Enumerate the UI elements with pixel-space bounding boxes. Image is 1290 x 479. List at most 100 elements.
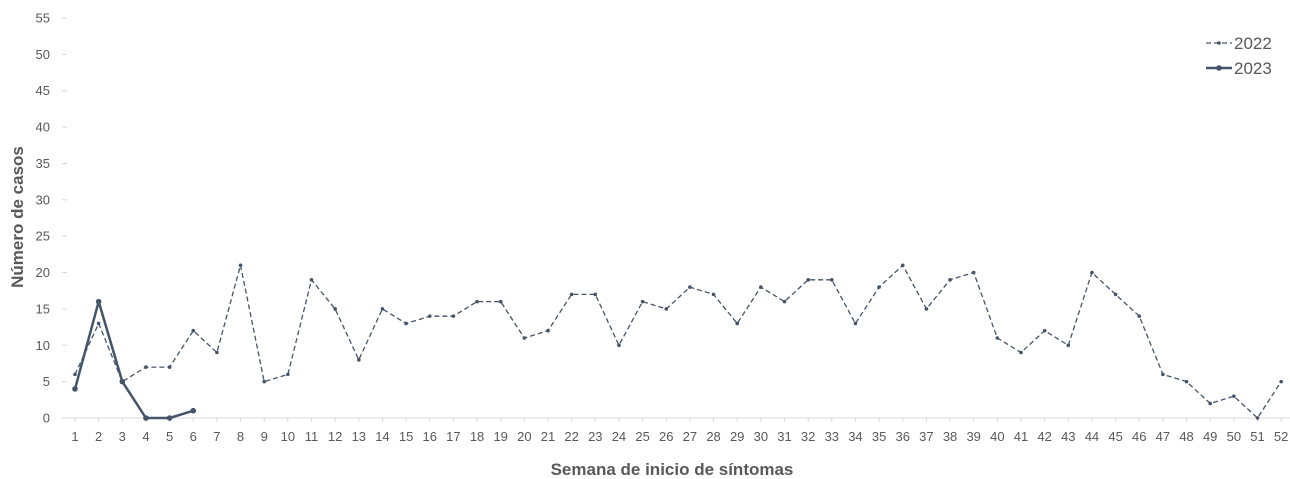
x-tick-label: 31 (777, 429, 791, 444)
x-tick-label: 48 (1179, 429, 1193, 444)
x-tick-label: 1 (71, 429, 78, 444)
y-tick-label: 50 (36, 47, 50, 62)
data-point-2022 (782, 299, 787, 304)
legend-item-2022: 2022 (1206, 34, 1272, 53)
x-tick-label: 38 (943, 429, 957, 444)
legend-marker (1217, 41, 1221, 45)
data-point-2022 (640, 299, 645, 304)
x-tick-label: 2 (95, 429, 102, 444)
y-axis-title: Número de casos (8, 146, 27, 288)
data-point-2022 (262, 379, 267, 384)
data-point-2023 (119, 378, 126, 385)
x-tick-label: 49 (1203, 429, 1217, 444)
data-point-2022 (617, 343, 621, 348)
x-tick-label: 41 (1014, 429, 1028, 444)
data-point-2022 (853, 321, 858, 326)
data-point-2023 (190, 407, 197, 414)
data-point-2022 (664, 307, 669, 311)
data-point-2022 (215, 350, 219, 355)
data-point-2022 (475, 299, 479, 304)
x-tick-label: 45 (1108, 429, 1122, 444)
data-point-2023 (143, 415, 149, 421)
x-tick-label: 42 (1037, 429, 1051, 444)
y-tick-label: 25 (36, 229, 50, 244)
data-point-2022 (830, 278, 834, 282)
data-point-2022 (1066, 343, 1071, 348)
x-tick-label: 14 (375, 429, 389, 444)
data-point-2022 (357, 358, 361, 362)
x-tick-label: 43 (1061, 429, 1075, 444)
y-tick-label: 30 (36, 192, 50, 207)
data-point-2022 (191, 328, 196, 333)
x-tick-label: 5 (166, 429, 173, 444)
y-axis-ticks: 0 5 10 15 20 25 30 35 40 45 50 55 (36, 11, 67, 426)
x-tick-label: 40 (990, 429, 1004, 444)
data-point-2022 (1161, 372, 1165, 377)
x-tick-label: 52 (1274, 429, 1288, 444)
x-tick-label: 33 (825, 429, 839, 444)
data-point-2022 (1208, 401, 1212, 406)
series-2022 (73, 263, 1283, 420)
data-point-2022 (1113, 292, 1118, 297)
x-axis-title: Semana de inicio de síntomas (551, 460, 794, 479)
x-tick-label: 19 (493, 429, 507, 444)
data-point-2022 (995, 336, 1000, 340)
data-point-2022 (238, 263, 243, 268)
x-tick-label: 15 (399, 429, 413, 444)
series-layer (72, 263, 1283, 421)
data-point-2022 (569, 292, 574, 297)
x-tick-label: 51 (1250, 429, 1264, 444)
data-point-2023 (72, 386, 78, 392)
data-point-2022 (711, 292, 716, 297)
x-tick-label: 24 (612, 429, 626, 444)
x-tick-label: 25 (635, 429, 649, 444)
data-point-2022 (144, 365, 148, 369)
data-point-2022 (309, 278, 314, 282)
x-tick-label: 9 (261, 429, 268, 444)
x-tick-label: 7 (213, 429, 220, 444)
y-tick-label: 15 (36, 301, 50, 316)
y-tick-label: 10 (36, 338, 50, 353)
x-tick-label: 30 (754, 429, 768, 444)
data-point-2022 (688, 285, 692, 289)
data-point-2022 (1232, 394, 1236, 398)
y-tick-label: 5 (43, 374, 50, 389)
data-point-2022 (286, 372, 290, 377)
legend: 2022 2023 (1206, 34, 1272, 78)
legend-marker (1216, 65, 1222, 71)
legend-label: 2023 (1234, 59, 1272, 78)
x-tick-label: 37 (919, 429, 933, 444)
y-tick-label: 40 (36, 120, 50, 135)
x-tick-label: 4 (142, 429, 149, 444)
data-point-2022 (1184, 379, 1189, 384)
data-point-2022 (451, 314, 456, 318)
y-tick-label: 35 (36, 156, 50, 171)
data-point-2022 (948, 278, 952, 282)
y-tick-label: 55 (36, 11, 50, 26)
x-tick-label: 16 (423, 429, 437, 444)
data-point-2022 (427, 314, 432, 318)
x-tick-label: 44 (1085, 429, 1099, 444)
series-2023 (72, 298, 197, 421)
data-point-2022 (759, 285, 763, 289)
y-tick-label: 20 (36, 265, 50, 280)
x-tick-label: 32 (801, 429, 815, 444)
legend-item-2023: 2023 (1206, 59, 1272, 78)
x-tick-label: 36 (896, 429, 910, 444)
x-tick-label: 34 (848, 429, 862, 444)
x-tick-label: 18 (470, 429, 484, 444)
data-point-2022 (1090, 270, 1094, 275)
x-tick-label: 21 (541, 429, 555, 444)
x-tick-label: 3 (119, 429, 126, 444)
data-point-2022 (1137, 314, 1142, 318)
x-tick-label: 46 (1132, 429, 1146, 444)
series-line-2022 (74, 264, 1282, 419)
data-point-2022 (522, 336, 527, 340)
x-tick-label: 50 (1227, 429, 1241, 444)
y-tick-label: 45 (36, 83, 50, 98)
series-line-2023 (73, 300, 194, 420)
data-point-2022 (546, 328, 550, 333)
data-point-2022 (1255, 416, 1260, 420)
x-tick-label: 28 (706, 429, 720, 444)
